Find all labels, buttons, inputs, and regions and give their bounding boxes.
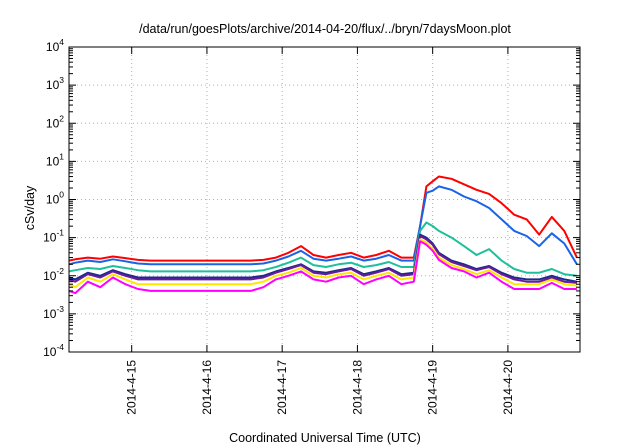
series-line-5 xyxy=(68,235,577,284)
y-tick-label: 103 xyxy=(46,75,64,92)
x-tick-label: 2014-4-20 xyxy=(501,360,515,415)
y-tick-base: 10 xyxy=(43,269,57,283)
y-tick-exponent: -2 xyxy=(56,266,64,276)
y-tick-base: 10 xyxy=(46,78,60,92)
grid-lines xyxy=(69,47,580,352)
y-tick-exponent: 4 xyxy=(59,37,64,47)
y-tick-label: 10-2 xyxy=(43,266,64,283)
tick-marks xyxy=(69,46,580,353)
y-tick-exponent: 3 xyxy=(59,75,64,85)
y-axis-label: cSv/day xyxy=(23,185,37,230)
x-tick-labels: 2014-4-15 2014-4-16 2014-4-17 2014-4-18 2014… xyxy=(125,360,515,415)
y-tick-exponent: -4 xyxy=(56,342,64,352)
series-line-6 xyxy=(68,238,578,289)
x-tick-label: 2014-4-18 xyxy=(350,360,364,415)
y-tick-label: 104 xyxy=(46,37,64,54)
y-tick-base: 10 xyxy=(46,116,60,130)
series-line-2 xyxy=(68,185,578,266)
y-tick-label: 102 xyxy=(46,113,64,130)
y-tick-exponent: 1 xyxy=(59,151,64,161)
y-tick-label: 10-4 xyxy=(43,342,64,359)
y-tick-label: 10-1 xyxy=(43,228,64,245)
y-tick-label: 100 xyxy=(46,190,64,207)
y-tick-base: 10 xyxy=(46,193,60,207)
x-axis-label: Coordinated Universal Time (UTC) xyxy=(229,431,421,445)
series-line-4 xyxy=(68,233,578,283)
y-tick-exponent: -3 xyxy=(56,304,64,314)
y-tick-base: 10 xyxy=(43,307,57,321)
y-tick-base: 10 xyxy=(43,345,57,359)
y-tick-label: 10-3 xyxy=(43,304,64,321)
y-tick-base: 10 xyxy=(46,154,60,168)
series-line-1 xyxy=(68,175,578,262)
x-tick-label: 2014-4-15 xyxy=(125,360,139,415)
chart-title: /data/run/goesPlots/archive/2014-04-20/f… xyxy=(139,22,511,36)
y-tick-exponent: 2 xyxy=(59,113,64,123)
x-tick-label: 2014-4-16 xyxy=(200,360,214,415)
y-tick-base: 10 xyxy=(43,231,57,245)
x-tick-label: 2014-4-17 xyxy=(275,360,289,415)
x-tick-label: 2014-4-19 xyxy=(426,360,440,415)
y-tick-exponent: -1 xyxy=(56,228,64,238)
series-line-7 xyxy=(68,240,577,295)
series-layer xyxy=(68,175,578,295)
series-line-3 xyxy=(68,221,578,277)
y-tick-exponent: 0 xyxy=(59,190,64,200)
y-tick-base: 10 xyxy=(46,40,60,54)
y-tick-label: 101 xyxy=(46,151,64,168)
